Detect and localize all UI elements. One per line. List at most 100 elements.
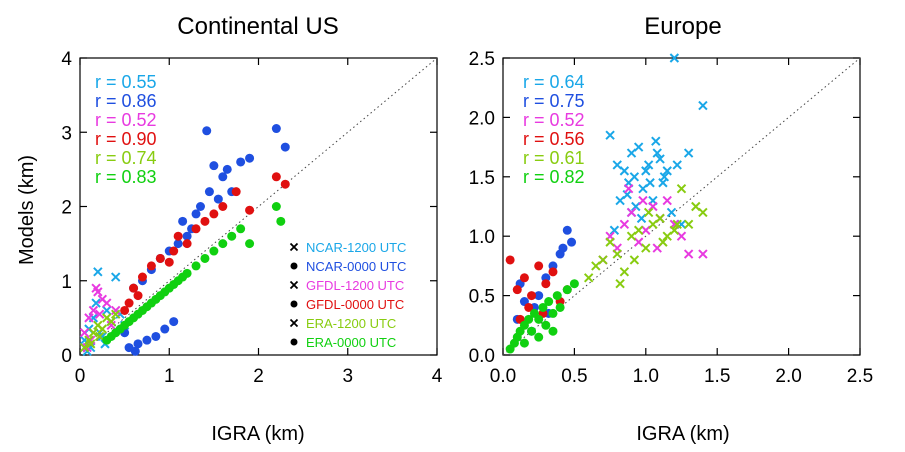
data-point-dot: [124, 298, 134, 308]
data-point-x: [666, 207, 677, 218]
legend-marker-x: [289, 242, 299, 252]
legend-marker-dot: [290, 262, 298, 270]
data-point-dot: [182, 231, 192, 241]
correlation-label: r = 0.64: [523, 72, 585, 92]
correlation-label: r = 0.82: [523, 167, 585, 187]
x-tick-label: 1.0: [633, 366, 659, 387]
data-point-dot: [534, 261, 544, 271]
x-tick-label: 1.5: [704, 366, 730, 387]
data-point-dot: [142, 302, 152, 312]
series-ncar-1200-utc: [605, 53, 708, 235]
data-point-dot: [548, 326, 558, 336]
x-axis-label-us: IGRA (km): [211, 423, 304, 445]
data-point-dot: [191, 209, 201, 219]
data-point-dot: [245, 239, 255, 249]
x-tick-label: 3: [342, 366, 353, 387]
data-point-dot: [552, 291, 562, 301]
legend-marker-x: [289, 280, 299, 290]
data-point-dot: [276, 216, 286, 226]
data-point-dot: [562, 225, 572, 235]
data-point-dot: [155, 253, 165, 263]
data-point-x: [583, 273, 594, 283]
data-point-dot: [548, 267, 558, 277]
data-point-dot: [182, 239, 192, 249]
data-point-dot: [209, 246, 219, 256]
data-point-dot: [178, 272, 188, 282]
data-point-x: [629, 172, 640, 182]
data-point-dot: [133, 339, 143, 349]
correlation-label: r = 0.90: [95, 129, 157, 149]
data-point-x: [110, 309, 121, 319]
data-point-x: [612, 249, 622, 259]
data-point-dot: [124, 317, 134, 327]
data-point-dot: [512, 285, 522, 295]
data-point-dot: [151, 294, 161, 304]
data-point-dot: [173, 239, 183, 249]
data-point-dot: [562, 285, 572, 295]
data-point-dot: [271, 124, 281, 134]
data-point-dot: [227, 231, 237, 241]
data-point-x: [683, 148, 694, 158]
data-point-dot: [169, 279, 179, 289]
data-point-dot: [169, 317, 179, 327]
data-point-dot: [200, 216, 210, 226]
panel-title-us: Continental US: [177, 13, 338, 40]
data-point-x: [658, 237, 668, 247]
data-point-x: [626, 207, 637, 218]
data-point-dot: [137, 272, 147, 282]
data-point-x: [106, 316, 116, 327]
data-point-dot: [534, 332, 544, 342]
data-point-dot: [567, 237, 577, 247]
data-point-x: [91, 298, 101, 308]
data-point-dot: [222, 164, 232, 174]
data-point-dot: [541, 279, 551, 289]
data-point-dot: [209, 161, 219, 171]
correlation-label: r = 0.55: [95, 72, 157, 92]
data-point-dot: [204, 187, 214, 197]
y-tick-label: 2: [61, 198, 72, 219]
x-tick-label: 2.5: [847, 366, 873, 387]
data-point-x: [698, 100, 708, 111]
data-point-x: [106, 320, 116, 331]
data-point-x: [91, 283, 101, 293]
correlation-label: r = 0.83: [95, 167, 157, 187]
legend-marker-dot: [290, 338, 298, 346]
x-tick-label: 2: [253, 366, 264, 387]
data-point-dot: [271, 172, 281, 182]
data-point-x: [609, 225, 620, 235]
legend-label: GFDL-0000 UTC: [306, 297, 404, 312]
data-point-x: [619, 267, 630, 277]
legend-marker-dot: [290, 300, 298, 308]
data-point-x: [102, 298, 112, 308]
data-point-dot: [213, 194, 223, 204]
legend-label: NCAR-0000 UTC: [306, 259, 406, 274]
data-point-dot: [544, 297, 554, 307]
y-tick-label: 0.5: [469, 287, 495, 308]
data-point-dot: [236, 157, 246, 167]
data-point-x: [94, 309, 105, 319]
data-point-dot: [173, 231, 183, 241]
data-point-dot: [245, 205, 255, 215]
data-point-dot: [519, 338, 529, 348]
data-point-dot: [280, 142, 290, 152]
data-point-dot: [209, 209, 219, 219]
data-point-dot: [280, 179, 290, 189]
data-point-dot: [178, 216, 188, 226]
data-point-x: [79, 342, 90, 353]
data-point-dot: [142, 335, 152, 345]
y-tick-label: 3: [61, 123, 72, 144]
legend-label: ERA-0000 UTC: [306, 335, 396, 350]
data-point-x: [623, 183, 634, 194]
x-tick-label: 2.0: [775, 366, 801, 387]
correlation-label: r = 0.52: [95, 110, 157, 130]
data-point-dot: [218, 202, 228, 211]
plot-frame: [502, 57, 861, 356]
y-tick-label: 2.5: [469, 49, 495, 70]
data-point-dot: [245, 153, 255, 163]
data-point-x: [655, 213, 665, 224]
data-point-dot: [218, 172, 228, 182]
data-point-dot: [218, 239, 228, 249]
data-point-x: [88, 305, 99, 316]
data-point-x: [633, 142, 644, 152]
